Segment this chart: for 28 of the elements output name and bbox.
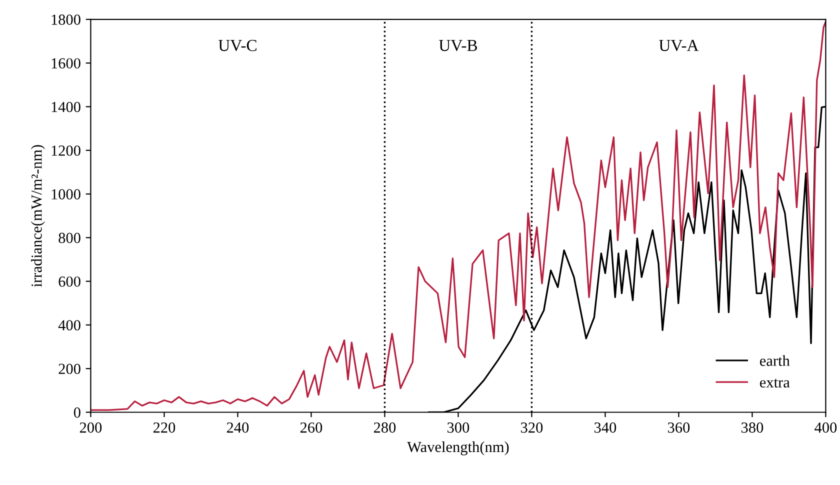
y-tick-label: 800 [58,232,80,244]
y-tick-label: 600 [58,276,80,287]
y-tick-label: 400 [58,320,80,330]
x-tick-label: 400 [814,422,837,433]
y-tick-label: 0 [74,407,80,418]
y-tick-label: 1800 [52,14,80,25]
x-tick-label: 340 [594,422,616,433]
x-tick-label: 300 [447,422,470,433]
x-tick-label: 240 [226,422,249,433]
annotation: UV-C [218,40,256,52]
x-tick-label: 200 [80,422,102,433]
annotation: UV-B [438,40,478,52]
x-tick-label: 360 [668,422,690,433]
x-axis-title: Wavelength(nm) [407,441,509,456]
legend-label: extra [760,378,790,388]
annotation: UV-A [659,40,699,52]
y-tick-label: 1200 [52,145,80,156]
legend-label: earth [760,355,790,366]
x-tick-label: 380 [741,422,764,433]
y-tick-label: 1400 [52,102,80,112]
x-tick-label: 220 [153,422,176,433]
y-tick-label: 200 [58,364,80,374]
x-tick-label: 260 [300,422,322,433]
y-axis-title: irradiance(mW/m²-nm) [31,145,45,287]
y-tick-label: 1600 [52,58,80,68]
y-tick-label: 1000 [52,189,80,200]
x-tick-label: 280 [374,422,396,433]
x-tick-label: 320 [520,422,543,433]
